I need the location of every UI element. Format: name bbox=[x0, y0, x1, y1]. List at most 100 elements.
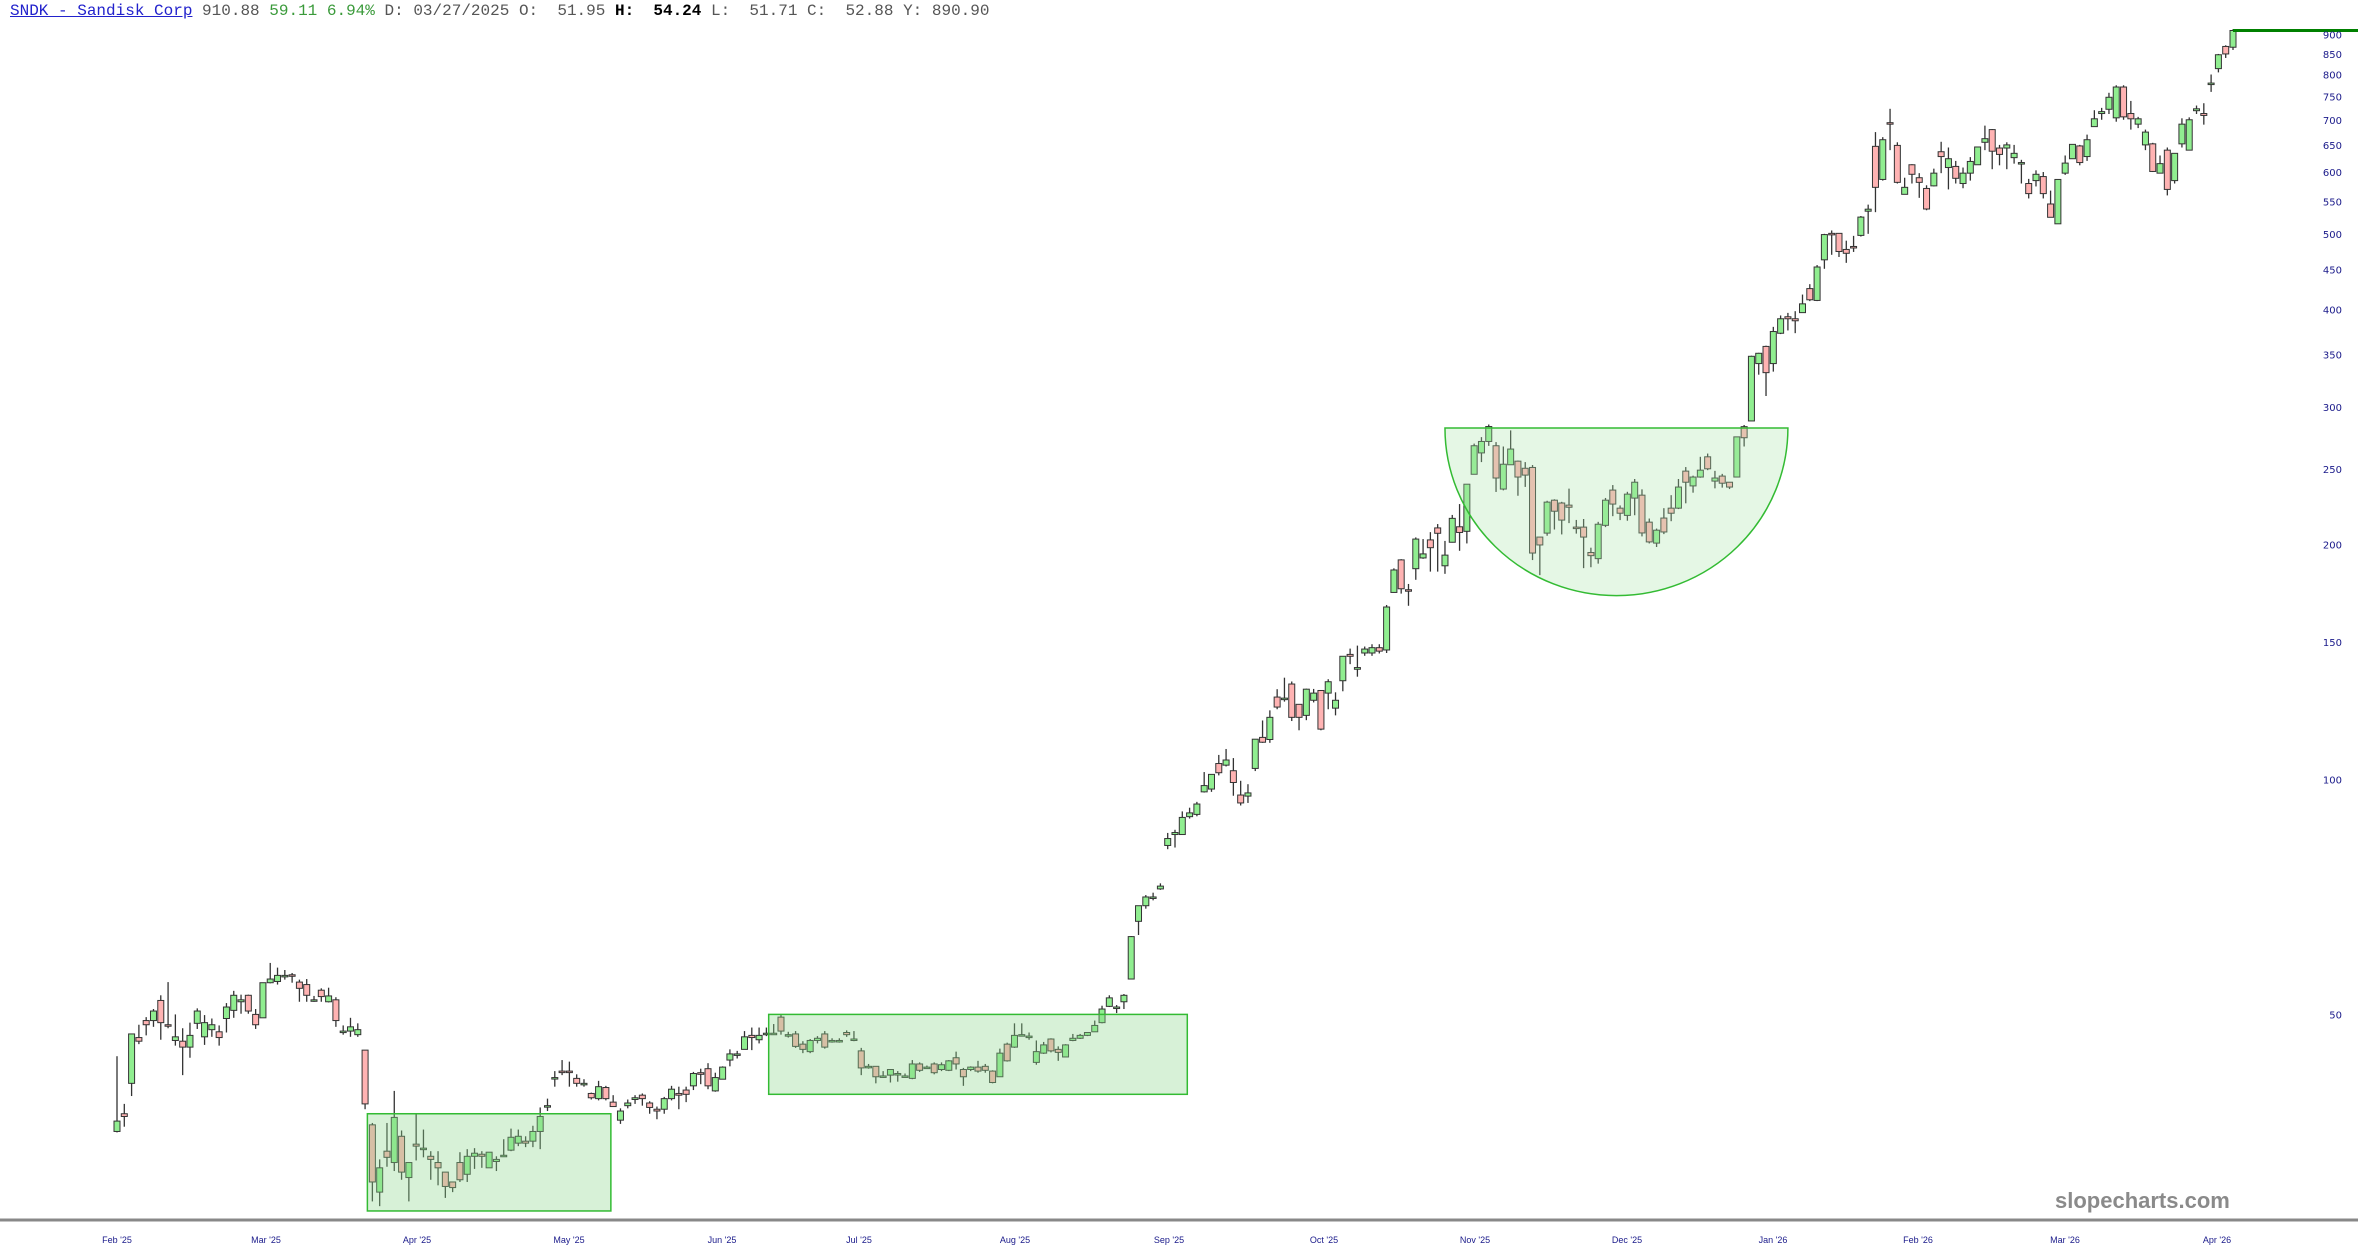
candle-body bbox=[755, 1034, 763, 1041]
ticker-title-link[interactable]: SNDK - Sandisk Corp bbox=[10, 2, 193, 20]
candle-body bbox=[1616, 507, 1624, 514]
candle-body bbox=[959, 1069, 967, 1078]
candle bbox=[828, 1038, 836, 1043]
candle bbox=[996, 1048, 1004, 1078]
x-tick-label: Apr '25 bbox=[403, 1235, 431, 1245]
candle bbox=[646, 1101, 654, 1114]
candle bbox=[1850, 235, 1858, 252]
candle bbox=[1572, 519, 1580, 534]
candle bbox=[1434, 524, 1442, 572]
candle bbox=[631, 1095, 639, 1104]
candle-body bbox=[2156, 163, 2164, 174]
candle-body bbox=[1638, 494, 1646, 534]
candle bbox=[1937, 141, 1945, 174]
candle-body bbox=[1842, 248, 1850, 254]
candle bbox=[1229, 758, 1237, 796]
candle bbox=[1237, 780, 1245, 806]
candle bbox=[193, 1008, 201, 1029]
candle bbox=[171, 1014, 179, 1046]
candle-body bbox=[894, 1073, 902, 1076]
candle bbox=[1996, 144, 2004, 166]
candle bbox=[142, 1017, 150, 1036]
candle bbox=[1842, 240, 1850, 263]
candle-body bbox=[317, 989, 325, 998]
candle bbox=[1893, 142, 1901, 184]
candle bbox=[398, 1130, 406, 1180]
candle bbox=[908, 1060, 916, 1080]
candle-body bbox=[332, 999, 340, 1022]
candle-body bbox=[1601, 499, 1609, 526]
candle bbox=[1638, 489, 1646, 537]
candle bbox=[1507, 430, 1515, 466]
candle bbox=[777, 1015, 785, 1035]
candle bbox=[1302, 688, 1310, 721]
candle bbox=[113, 1056, 121, 1133]
candle bbox=[1069, 1033, 1077, 1042]
candle bbox=[230, 990, 238, 1018]
candle bbox=[1383, 604, 1391, 654]
candle-body bbox=[1215, 763, 1223, 774]
close-value: 52.88 bbox=[845, 2, 894, 20]
candle bbox=[923, 1065, 931, 1070]
candle-body bbox=[573, 1077, 581, 1084]
y-tick-label: 200 bbox=[2323, 540, 2342, 551]
candle-body bbox=[2003, 144, 2011, 149]
candle-body bbox=[135, 1037, 143, 1042]
candle bbox=[1448, 514, 1456, 543]
candle bbox=[1944, 147, 1952, 190]
candle bbox=[449, 1181, 457, 1193]
candle-body bbox=[843, 1032, 851, 1036]
candle bbox=[938, 1062, 946, 1072]
candle-body bbox=[711, 1077, 719, 1092]
candle-body bbox=[1105, 997, 1113, 1007]
cup-pattern-highlight bbox=[1444, 427, 1789, 597]
candle bbox=[1266, 710, 1274, 743]
candle-body bbox=[1667, 507, 1675, 514]
candle bbox=[383, 1122, 391, 1167]
low-label: L: bbox=[711, 2, 731, 20]
candle-body bbox=[1857, 216, 1865, 236]
candle-body bbox=[2163, 149, 2171, 190]
candle-body bbox=[1441, 554, 1449, 567]
y-tick-label: 800 bbox=[2323, 70, 2342, 81]
candle bbox=[733, 1050, 741, 1059]
candle bbox=[1974, 146, 1982, 166]
candle-body bbox=[244, 994, 252, 1012]
candle bbox=[405, 1162, 413, 1202]
candle-body bbox=[157, 999, 165, 1024]
candle bbox=[1368, 644, 1376, 656]
candle-body bbox=[398, 1135, 406, 1173]
candle bbox=[1317, 689, 1325, 731]
candle bbox=[1280, 677, 1288, 702]
candle-body bbox=[128, 1033, 136, 1084]
candle bbox=[244, 994, 252, 1014]
x-tick-label: Feb '26 bbox=[1903, 1235, 1933, 1245]
candle-body bbox=[390, 1116, 398, 1164]
candle bbox=[1441, 540, 1449, 574]
candle-body bbox=[441, 1171, 449, 1187]
y-tick-label: 700 bbox=[2323, 116, 2342, 127]
high-label: H: bbox=[614, 2, 635, 20]
candle bbox=[565, 1061, 573, 1087]
candle-body bbox=[120, 1113, 128, 1117]
y-tick-label: 400 bbox=[2323, 305, 2342, 316]
open-value: 51.95 bbox=[557, 2, 606, 20]
candle bbox=[1726, 481, 1734, 490]
candle-body bbox=[1674, 486, 1682, 509]
candle-body bbox=[1740, 426, 1748, 439]
y-tick-label: 150 bbox=[2323, 638, 2342, 649]
candle bbox=[1499, 446, 1507, 491]
candle-body bbox=[1988, 129, 1996, 152]
candle bbox=[1580, 518, 1588, 569]
candle-body bbox=[1835, 232, 1843, 253]
candle bbox=[1332, 692, 1340, 716]
candle-body bbox=[1747, 355, 1755, 422]
candle-body bbox=[164, 1024, 172, 1027]
candle-body bbox=[1018, 1034, 1026, 1037]
candle-body bbox=[1259, 736, 1267, 743]
candle-body bbox=[1587, 552, 1595, 557]
candle bbox=[1463, 483, 1471, 544]
candle bbox=[252, 1009, 260, 1029]
candle bbox=[2200, 103, 2208, 125]
